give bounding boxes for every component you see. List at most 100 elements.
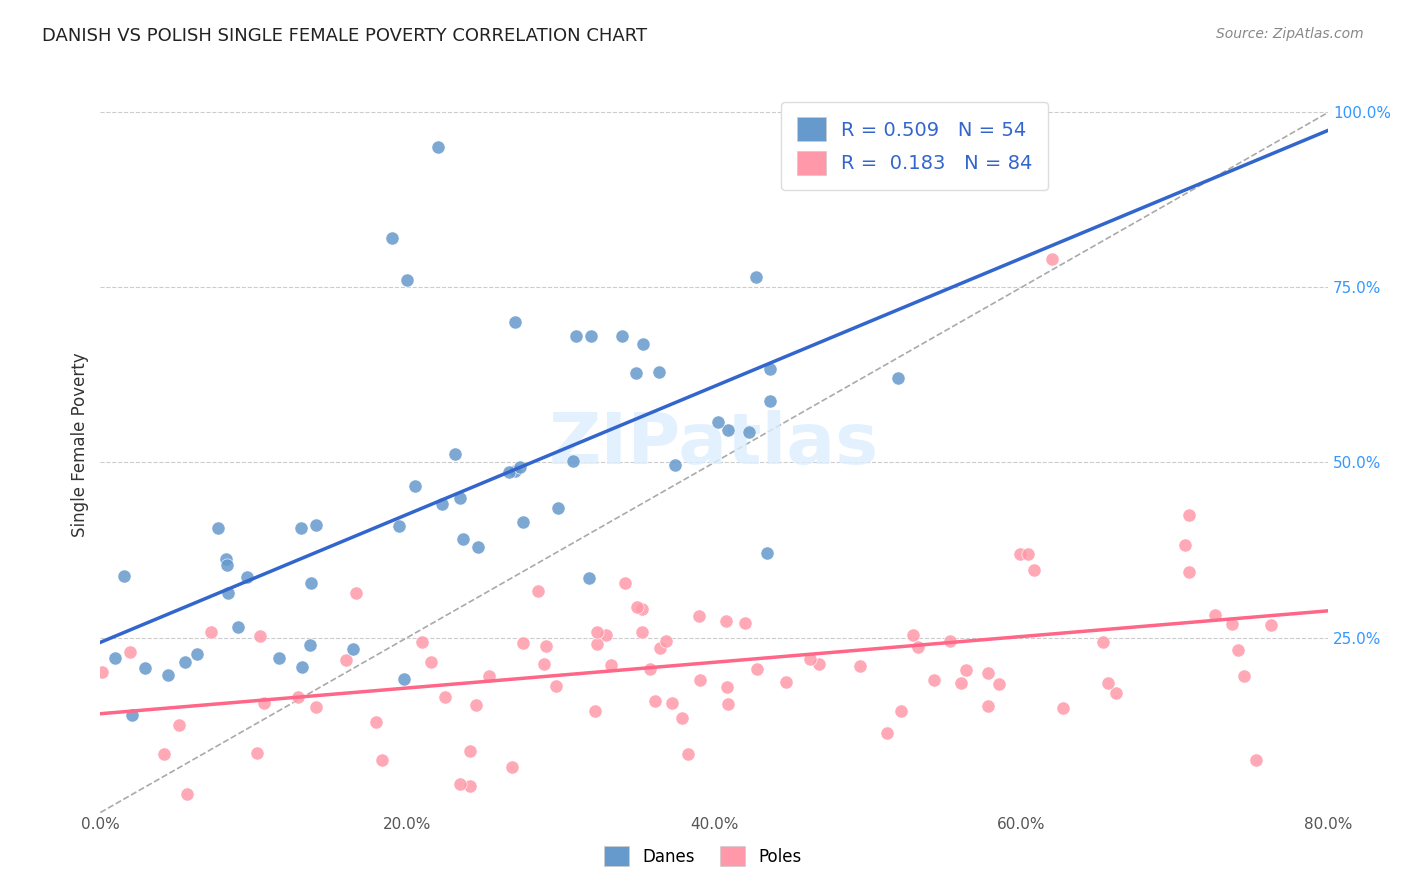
Text: DANISH VS POLISH SINGLE FEMALE POVERTY CORRELATION CHART: DANISH VS POLISH SINGLE FEMALE POVERTY C…: [42, 27, 647, 45]
Danes: [512, 516, 534, 530]
Poles: [1233, 669, 1256, 683]
Text: ZIPatlas: ZIPatlas: [550, 410, 879, 480]
Poles: [176, 788, 198, 802]
Poles: [745, 662, 768, 676]
Poles: [253, 696, 276, 710]
Poles: [478, 669, 501, 683]
Legend: Danes, Poles: Danes, Poles: [596, 838, 810, 875]
Poles: [335, 653, 357, 667]
Poles: [1174, 539, 1197, 553]
Poles: [671, 711, 693, 725]
Poles: [411, 634, 433, 648]
Danes: [291, 660, 314, 674]
Danes: [394, 672, 416, 686]
Danes: [432, 497, 454, 511]
Danes: [451, 532, 474, 546]
Danes: [467, 540, 489, 554]
Danes: [112, 569, 135, 583]
Poles: [876, 726, 898, 740]
Danes: [759, 362, 782, 376]
Danes: [887, 371, 910, 385]
Danes: [342, 642, 364, 657]
Poles: [614, 576, 637, 591]
Poles: [1244, 753, 1267, 767]
Poles: [1010, 547, 1032, 561]
Poles: [153, 747, 176, 762]
Danes: [631, 336, 654, 351]
Poles: [650, 641, 672, 656]
Poles: [1017, 547, 1039, 561]
Poles: [458, 744, 481, 758]
Poles: [716, 615, 738, 629]
Poles: [644, 694, 666, 708]
Danes: [304, 518, 326, 533]
Poles: [419, 655, 441, 669]
Poles: [599, 657, 621, 672]
Poles: [716, 681, 738, 695]
Danes: [290, 520, 312, 534]
Danes: [236, 570, 259, 584]
Poles: [501, 760, 523, 774]
Danes: [299, 576, 322, 591]
Danes: [505, 464, 527, 478]
Danes: [503, 316, 526, 330]
Poles: [1052, 700, 1074, 714]
Poles: [938, 634, 960, 648]
Poles: [808, 657, 831, 672]
Danes: [207, 521, 229, 535]
Danes: [267, 651, 290, 665]
Danes: [565, 329, 588, 343]
Poles: [775, 674, 797, 689]
Poles: [586, 637, 609, 651]
Poles: [631, 602, 654, 616]
Y-axis label: Single Female Poverty: Single Female Poverty: [72, 352, 89, 537]
Poles: [344, 586, 367, 600]
Danes: [388, 518, 411, 533]
Poles: [1092, 635, 1115, 649]
Poles: [676, 747, 699, 761]
Poles: [630, 624, 652, 639]
Poles: [987, 677, 1010, 691]
Poles: [955, 663, 977, 677]
Poles: [626, 599, 648, 614]
Danes: [449, 491, 471, 505]
Danes: [396, 273, 419, 287]
Poles: [465, 698, 488, 712]
Danes: [578, 571, 600, 585]
Poles: [655, 633, 678, 648]
Poles: [638, 662, 661, 676]
Danes: [103, 651, 125, 665]
Poles: [120, 645, 142, 659]
Poles: [449, 777, 471, 791]
Poles: [249, 629, 271, 643]
Poles: [583, 704, 606, 718]
Poles: [1226, 643, 1249, 657]
Danes: [707, 415, 730, 429]
Poles: [848, 659, 870, 673]
Poles: [977, 665, 1000, 680]
Poles: [1177, 508, 1199, 523]
Danes: [121, 708, 143, 723]
Poles: [734, 616, 756, 631]
Danes: [759, 394, 782, 409]
Legend: R = 0.509   N = 54, R =  0.183   N = 84: R = 0.509 N = 54, R = 0.183 N = 84: [782, 102, 1049, 190]
Poles: [546, 679, 568, 693]
Danes: [215, 558, 238, 573]
Poles: [434, 690, 457, 704]
Poles: [1260, 618, 1282, 632]
Poles: [661, 696, 683, 710]
Poles: [1178, 565, 1201, 579]
Danes: [744, 270, 766, 285]
Poles: [512, 635, 534, 649]
Poles: [689, 673, 711, 687]
Danes: [134, 661, 156, 675]
Poles: [534, 640, 557, 654]
Poles: [1204, 607, 1226, 622]
Danes: [561, 454, 583, 468]
Poles: [586, 624, 609, 639]
Poles: [91, 665, 114, 680]
Danes: [215, 552, 238, 566]
Danes: [217, 586, 239, 600]
Danes: [756, 546, 779, 560]
Poles: [1220, 617, 1243, 632]
